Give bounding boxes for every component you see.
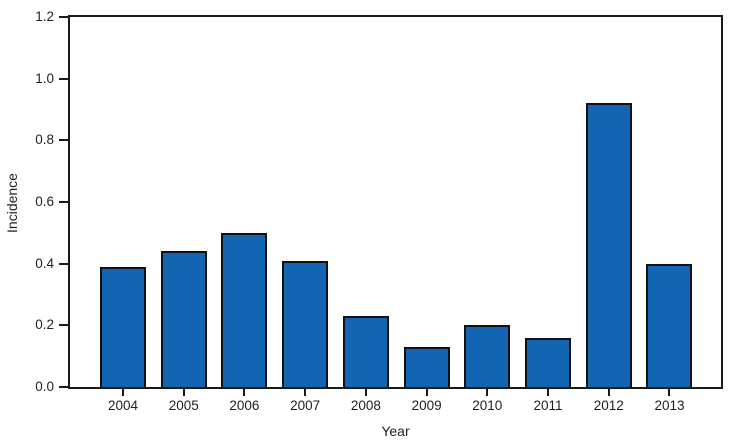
- x-tick-label: 2007: [290, 398, 321, 413]
- y-tick-label: 0.2: [35, 317, 54, 333]
- x-tick-mark: [364, 389, 367, 396]
- y-tick-label: 0.4: [35, 255, 54, 271]
- bar-2010: [464, 325, 511, 387]
- x-tick-label: 2009: [411, 398, 442, 413]
- x-tick-label: 2006: [229, 398, 260, 413]
- x-tick-label: 2005: [168, 398, 199, 413]
- x-tick-mark: [425, 389, 428, 396]
- x-tick-label: 2012: [593, 398, 624, 413]
- x-tick-mark: [607, 389, 610, 396]
- plot-area: [68, 15, 723, 389]
- bar-2009: [403, 346, 450, 387]
- x-tick-mark: [547, 389, 550, 396]
- x-tick-mark: [668, 389, 671, 396]
- x-tick-label: 2010: [472, 398, 503, 413]
- x-tick-label: 2008: [350, 398, 381, 413]
- y-tick-mark: [59, 386, 68, 388]
- bar-2005: [160, 251, 207, 387]
- bar-2013: [646, 263, 693, 387]
- y-tick-label: 1.0: [35, 70, 54, 86]
- x-tick-mark: [182, 389, 185, 396]
- x-tick-mark: [243, 389, 246, 396]
- bar-2004: [100, 266, 146, 387]
- x-tick-mark: [304, 389, 307, 396]
- x-tick-mark: [486, 389, 489, 396]
- y-tick-mark: [59, 201, 68, 203]
- y-tick-mark: [59, 262, 68, 265]
- y-tick-mark: [59, 77, 68, 80]
- x-tick-mark: [122, 389, 124, 396]
- y-tick-mark: [59, 324, 68, 327]
- x-tick-label: 2004: [107, 398, 139, 413]
- x-tick-label: 2011: [533, 398, 563, 413]
- bar-2008: [342, 316, 389, 387]
- bar-2007: [282, 260, 329, 387]
- y-tick-mark: [59, 16, 68, 18]
- y-tick-label: 1.2: [35, 9, 54, 24]
- bar-2011: [525, 337, 572, 387]
- y-tick-label: 0.8: [35, 132, 54, 148]
- bar-2006: [221, 232, 268, 387]
- y-tick-label: 0.0: [35, 379, 54, 394]
- x-tick-label: 2013: [654, 398, 685, 413]
- y-tick-label: 0.6: [35, 194, 54, 209]
- y-tick-mark: [59, 139, 68, 142]
- bar-2012: [585, 103, 632, 387]
- x-axis-title: Year: [381, 423, 410, 439]
